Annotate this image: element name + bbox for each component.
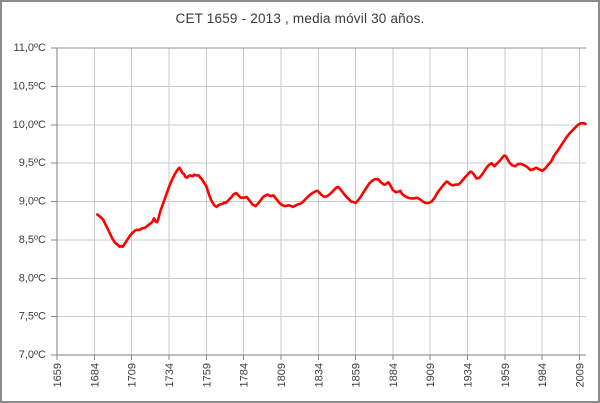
x-axis-label: 1959: [500, 363, 512, 387]
y-axis-label: 8,5ºC: [19, 234, 46, 246]
x-axis-label: 1834: [313, 363, 325, 387]
x-axis-label: 1684: [89, 363, 101, 387]
data-series-line: [96, 121, 587, 249]
x-axis-label: 1859: [351, 363, 363, 387]
x-axis-label: 1934: [463, 363, 475, 387]
x-axis-label: 1984: [537, 363, 549, 387]
y-axis-label: 9,0ºC: [19, 196, 46, 208]
x-axis-label: 1784: [239, 363, 251, 387]
y-axis-label: 7,5ºC: [19, 311, 46, 323]
x-axis-label: 1709: [127, 363, 139, 387]
x-axis-label: 1809: [276, 363, 288, 387]
x-axis-label: 1909: [425, 363, 437, 387]
y-axis-label: 11,0ºC: [13, 42, 46, 54]
x-axis-label: 1884: [388, 363, 400, 387]
x-axis-label: 1659: [52, 363, 64, 387]
y-axis-label: 10,5ºC: [13, 80, 46, 92]
y-axis-label: 7,0ºC: [19, 349, 46, 361]
y-axis-label: 9,5ºC: [19, 157, 46, 169]
chart-title: CET 1659 - 2013 , media móvil 30 años.: [175, 11, 425, 26]
x-axis-label: 1734: [164, 363, 176, 387]
y-axis-label: 8,0ºC: [19, 272, 46, 284]
x-axis-label: 1759: [201, 363, 213, 387]
x-axis-label: 2009: [575, 363, 587, 387]
y-axis-label: 10,0ºC: [13, 119, 46, 131]
